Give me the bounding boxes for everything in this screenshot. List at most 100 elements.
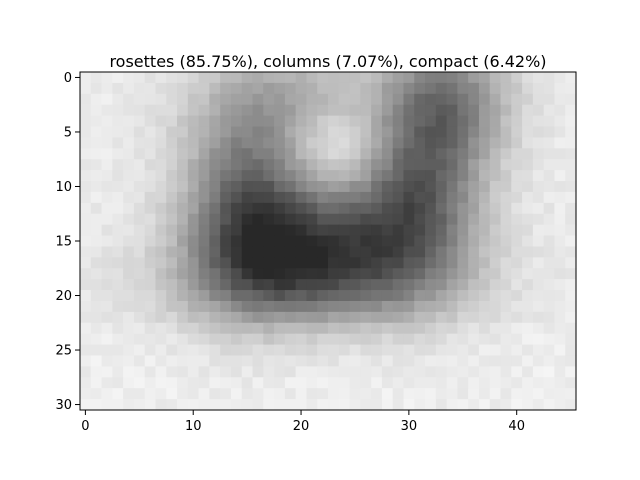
heatmap-cell	[500, 388, 512, 400]
heatmap-cell	[446, 366, 458, 378]
heatmap-cell	[187, 72, 200, 84]
heatmap-cell	[220, 246, 232, 258]
heatmap-cell	[381, 126, 394, 139]
heatmap-cell	[177, 170, 189, 182]
heatmap-cell	[371, 93, 383, 106]
heatmap-cell	[435, 300, 448, 313]
heatmap-cell	[220, 300, 232, 313]
heatmap-cell	[101, 366, 113, 378]
heatmap-cell	[209, 333, 221, 346]
heatmap-cell	[511, 224, 523, 237]
heatmap-cell	[198, 366, 210, 378]
heatmap-cell	[274, 366, 286, 378]
heatmap-cell	[306, 213, 318, 226]
heatmap-cell	[133, 333, 146, 346]
heatmap-cell	[177, 148, 189, 160]
heatmap-cell	[468, 170, 480, 182]
heatmap-cell	[263, 377, 275, 389]
heatmap-cell	[328, 344, 340, 357]
heatmap-cell	[198, 72, 210, 84]
heatmap-cell	[133, 191, 146, 204]
heatmap-cell	[392, 235, 405, 248]
heatmap-cell	[295, 311, 308, 324]
heatmap-cell	[565, 333, 577, 346]
heatmap-cell	[166, 268, 178, 280]
heatmap-cell	[144, 213, 157, 226]
heatmap-cell	[177, 246, 189, 258]
heatmap-cell	[338, 399, 351, 411]
heatmap-cell	[220, 279, 232, 291]
heatmap-cell	[360, 388, 372, 400]
heatmap-cell	[284, 246, 297, 258]
heatmap-cell	[317, 181, 329, 193]
heatmap-cell	[446, 115, 458, 128]
heatmap-cell	[403, 377, 415, 389]
heatmap-cell	[371, 300, 383, 313]
heatmap-cell	[522, 300, 534, 313]
heatmap-cell	[101, 300, 113, 313]
heatmap-cell	[263, 82, 275, 95]
heatmap-cell	[295, 268, 308, 280]
heatmap-cell	[338, 224, 351, 237]
heatmap-cell	[198, 268, 210, 280]
heatmap-cell	[123, 290, 135, 302]
heatmap-cell	[144, 170, 157, 182]
heatmap-cell	[403, 148, 415, 160]
heatmap-cell	[274, 322, 286, 335]
heatmap-cell	[435, 333, 448, 346]
heatmap-cell	[478, 388, 491, 400]
heatmap-cell	[457, 170, 469, 182]
heatmap-cell	[284, 290, 297, 302]
heatmap-cell	[155, 82, 167, 95]
heatmap-cell	[360, 366, 372, 378]
heatmap-cell	[554, 202, 566, 215]
heatmap-cell	[403, 333, 415, 346]
heatmap-cell	[457, 344, 469, 357]
heatmap-cell	[511, 399, 523, 411]
heatmap-cell	[360, 279, 372, 291]
heatmap-cell	[489, 224, 502, 237]
heatmap-cell	[435, 355, 448, 367]
heatmap-cell	[349, 148, 361, 160]
heatmap-cell	[306, 115, 318, 128]
heatmap-cell	[511, 126, 523, 139]
heatmap-cell	[274, 257, 286, 269]
heatmap-cell	[522, 257, 534, 269]
heatmap-cell	[306, 224, 318, 237]
heatmap-cell	[209, 399, 221, 411]
heatmap-cell	[532, 181, 545, 193]
heatmap-cell	[209, 246, 221, 258]
heatmap-cell	[392, 257, 405, 269]
heatmap-cell	[446, 126, 458, 139]
heatmap-cell	[101, 344, 113, 357]
heatmap-cell	[500, 213, 512, 226]
heatmap-cell	[381, 322, 394, 335]
heatmap-cell	[220, 366, 232, 378]
heatmap-cell	[371, 115, 383, 128]
heatmap-cell	[392, 181, 405, 193]
heatmap-cell	[263, 170, 275, 182]
heatmap-cell	[80, 224, 92, 237]
heatmap-cell	[500, 344, 512, 357]
heatmap-cell	[478, 213, 491, 226]
heatmap-cell	[220, 311, 232, 324]
heatmap-cell	[414, 170, 426, 182]
heatmap-cell	[230, 181, 243, 193]
heatmap-cell	[414, 399, 426, 411]
heatmap-cell	[284, 202, 297, 215]
heatmap-cell	[328, 104, 340, 117]
heatmap-cell	[252, 279, 264, 291]
heatmap-cell	[198, 213, 210, 226]
heatmap-cell	[274, 202, 286, 215]
heatmap-cell	[112, 72, 124, 84]
heatmap-cell	[284, 388, 297, 400]
heatmap-cell	[489, 202, 502, 215]
heatmap-cell	[155, 366, 167, 378]
heatmap-cell	[295, 279, 308, 291]
heatmap-cell	[317, 159, 329, 171]
heatmap-cell	[511, 257, 523, 269]
heatmap-cell	[230, 311, 243, 324]
heatmap-cell	[187, 126, 200, 139]
heatmap-cell	[500, 235, 512, 248]
